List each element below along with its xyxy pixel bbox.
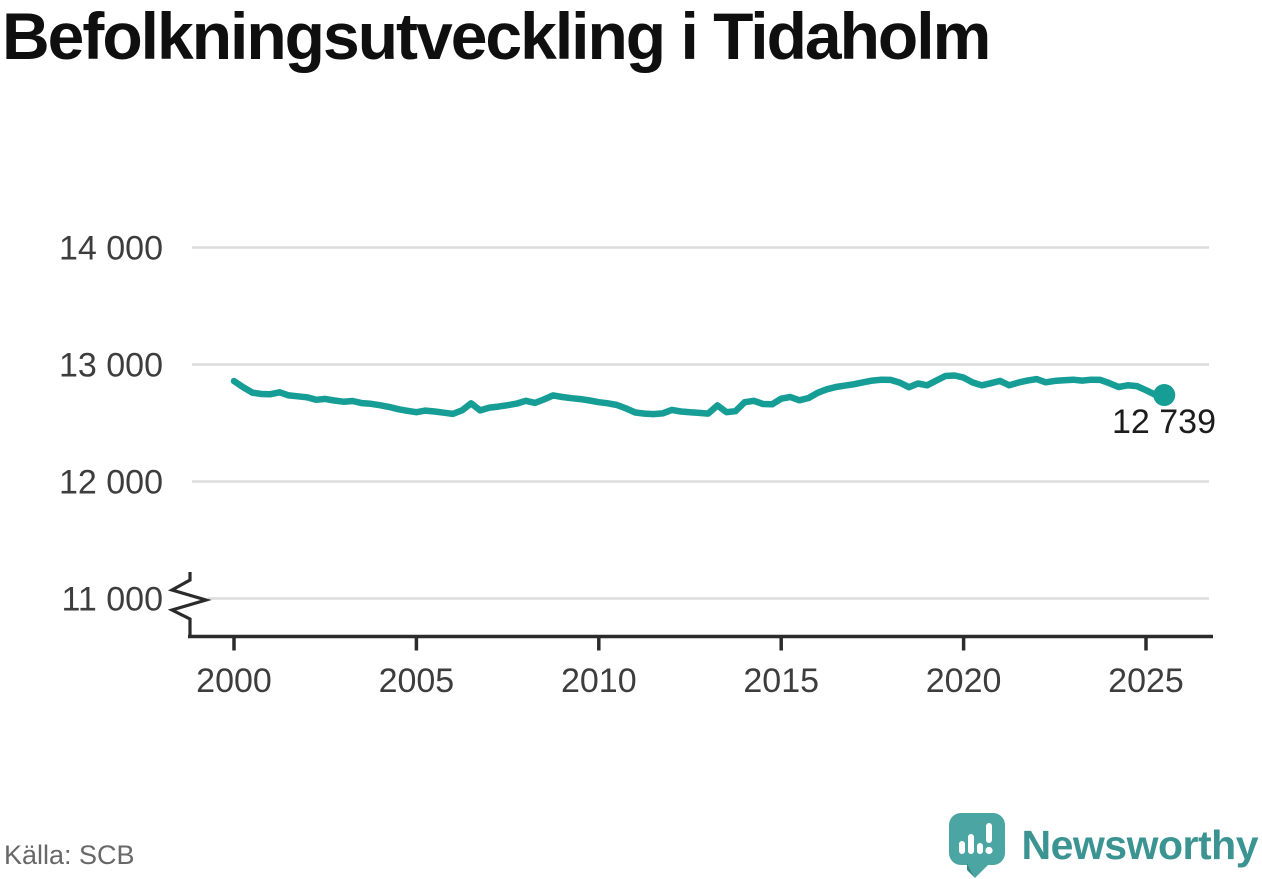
x-tick-label-2000: 2000 bbox=[196, 662, 272, 700]
y-tick-label-11000: 11 000 bbox=[62, 581, 163, 619]
chart-title: Befolkningsutveckling i Tidaholm bbox=[2, 0, 991, 73]
newsworthy-wordmark: Newsworthy bbox=[1021, 821, 1259, 868]
latest-value-label: 12 739 bbox=[1112, 403, 1216, 441]
y-axis-break-icon bbox=[167, 572, 212, 635]
y-tick-label-14000: 14 000 bbox=[59, 230, 163, 268]
x-tick-label-2005: 2005 bbox=[379, 662, 455, 700]
newsworthy-logo-icon bbox=[948, 813, 1005, 878]
source-caption: Källa: SCB bbox=[4, 840, 135, 870]
x-tick-label-2025: 2025 bbox=[1108, 662, 1184, 700]
y-tick-label-12000: 12 000 bbox=[59, 464, 163, 502]
population-line bbox=[230, 372, 1168, 418]
x-tick-label-2020: 2020 bbox=[926, 662, 1002, 700]
newsworthy-brand: Newsworthy bbox=[948, 812, 1259, 878]
x-tick-label-2010: 2010 bbox=[561, 662, 637, 700]
y-tick-label-13000: 13 000 bbox=[59, 347, 163, 385]
population-line-chart: 11 000 12 000 13 000 14 000 2000 2005 2010 2015… bbox=[59, 230, 1213, 700]
latest-point-dot bbox=[1153, 384, 1176, 407]
x-tick-label-2015: 2015 bbox=[743, 662, 819, 700]
